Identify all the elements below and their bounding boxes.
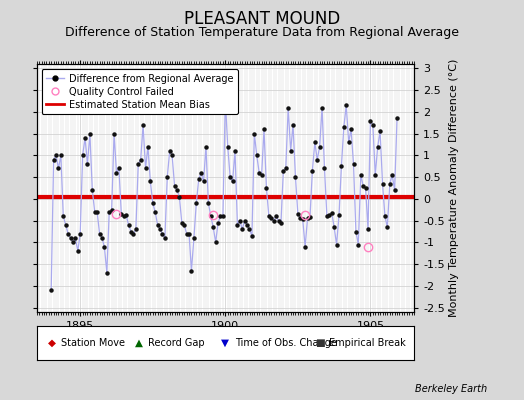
Text: Record Gap: Record Gap <box>148 338 204 348</box>
Text: ◆: ◆ <box>48 338 56 348</box>
Y-axis label: Monthly Temperature Anomaly Difference (°C): Monthly Temperature Anomaly Difference (… <box>449 59 459 317</box>
Text: ▲: ▲ <box>135 338 143 348</box>
Text: Difference of Station Temperature Data from Regional Average: Difference of Station Temperature Data f… <box>65 26 459 39</box>
Text: PLEASANT MOUND: PLEASANT MOUND <box>184 10 340 28</box>
Text: Station Move: Station Move <box>61 338 125 348</box>
Text: Time of Obs. Change: Time of Obs. Change <box>235 338 336 348</box>
Text: Berkeley Earth: Berkeley Earth <box>415 384 487 394</box>
Text: ■: ■ <box>315 338 324 348</box>
Legend: Difference from Regional Average, Quality Control Failed, Estimated Station Mean: Difference from Regional Average, Qualit… <box>41 69 238 114</box>
Text: ▼: ▼ <box>221 338 230 348</box>
Text: Empirical Break: Empirical Break <box>329 338 406 348</box>
